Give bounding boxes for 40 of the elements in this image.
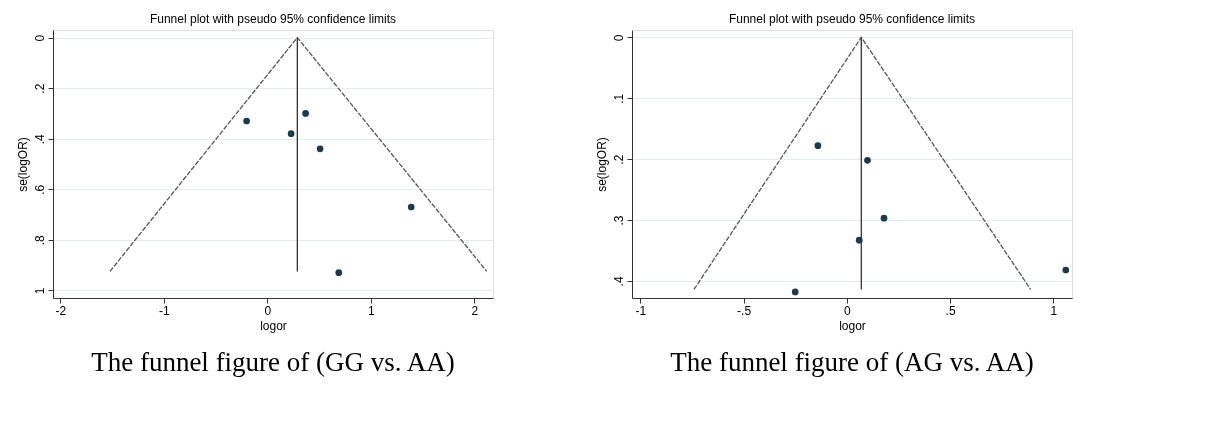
x-tick-label: 0 [843, 303, 851, 318]
x-tick-label: 0 [264, 303, 272, 318]
y-tick-label: .2 [611, 154, 626, 165]
text: The funnel figure of (AG vs. AA) [670, 347, 1034, 377]
point [864, 157, 871, 164]
x-tick-label: -1 [158, 303, 170, 318]
point [302, 110, 309, 117]
chart-title: Funnel plot with pseudo 95% confidence limits [149, 12, 397, 26]
point [287, 130, 295, 138]
point [335, 269, 343, 277]
chart-title: Funnel plot with pseudo 95% confidence limits [728, 12, 976, 26]
point [880, 214, 888, 222]
x-tick-label: -1 [635, 303, 647, 318]
point [791, 288, 799, 296]
x-axis-title: logor [260, 318, 287, 333]
x-axis-title: logor [839, 318, 866, 333]
y-tick-label: .4 [611, 276, 626, 287]
x-tick-label: 1 [367, 303, 375, 318]
text: The funnel figure of (GG vs. AA) [91, 347, 455, 377]
y-tick-label: 1 [32, 287, 47, 295]
x-tick-label: -2 [55, 303, 67, 318]
y-axis-title: se(logOR) [594, 137, 609, 192]
y-tick-label: .6 [32, 184, 47, 195]
point [814, 142, 822, 150]
point [1062, 266, 1070, 274]
y-tick-label: .4 [32, 133, 47, 145]
y-tick-label: 0 [611, 34, 626, 42]
point [407, 203, 415, 211]
x-tick-label: 2 [471, 303, 479, 318]
x-tick-label: 1 [1050, 303, 1058, 318]
y-tick-label: .3 [611, 215, 626, 226]
point [316, 145, 324, 153]
point [243, 117, 250, 125]
y-tick-label: .1 [611, 93, 626, 104]
y-tick-label: .8 [32, 235, 47, 246]
y-tick-label: 0 [32, 34, 47, 42]
y-tick-label: .2 [32, 83, 47, 94]
x-tick-label: .5 [945, 303, 956, 318]
y-axis-title: se(logOR) [15, 137, 30, 192]
x-tick-label: -.5 [737, 303, 752, 318]
